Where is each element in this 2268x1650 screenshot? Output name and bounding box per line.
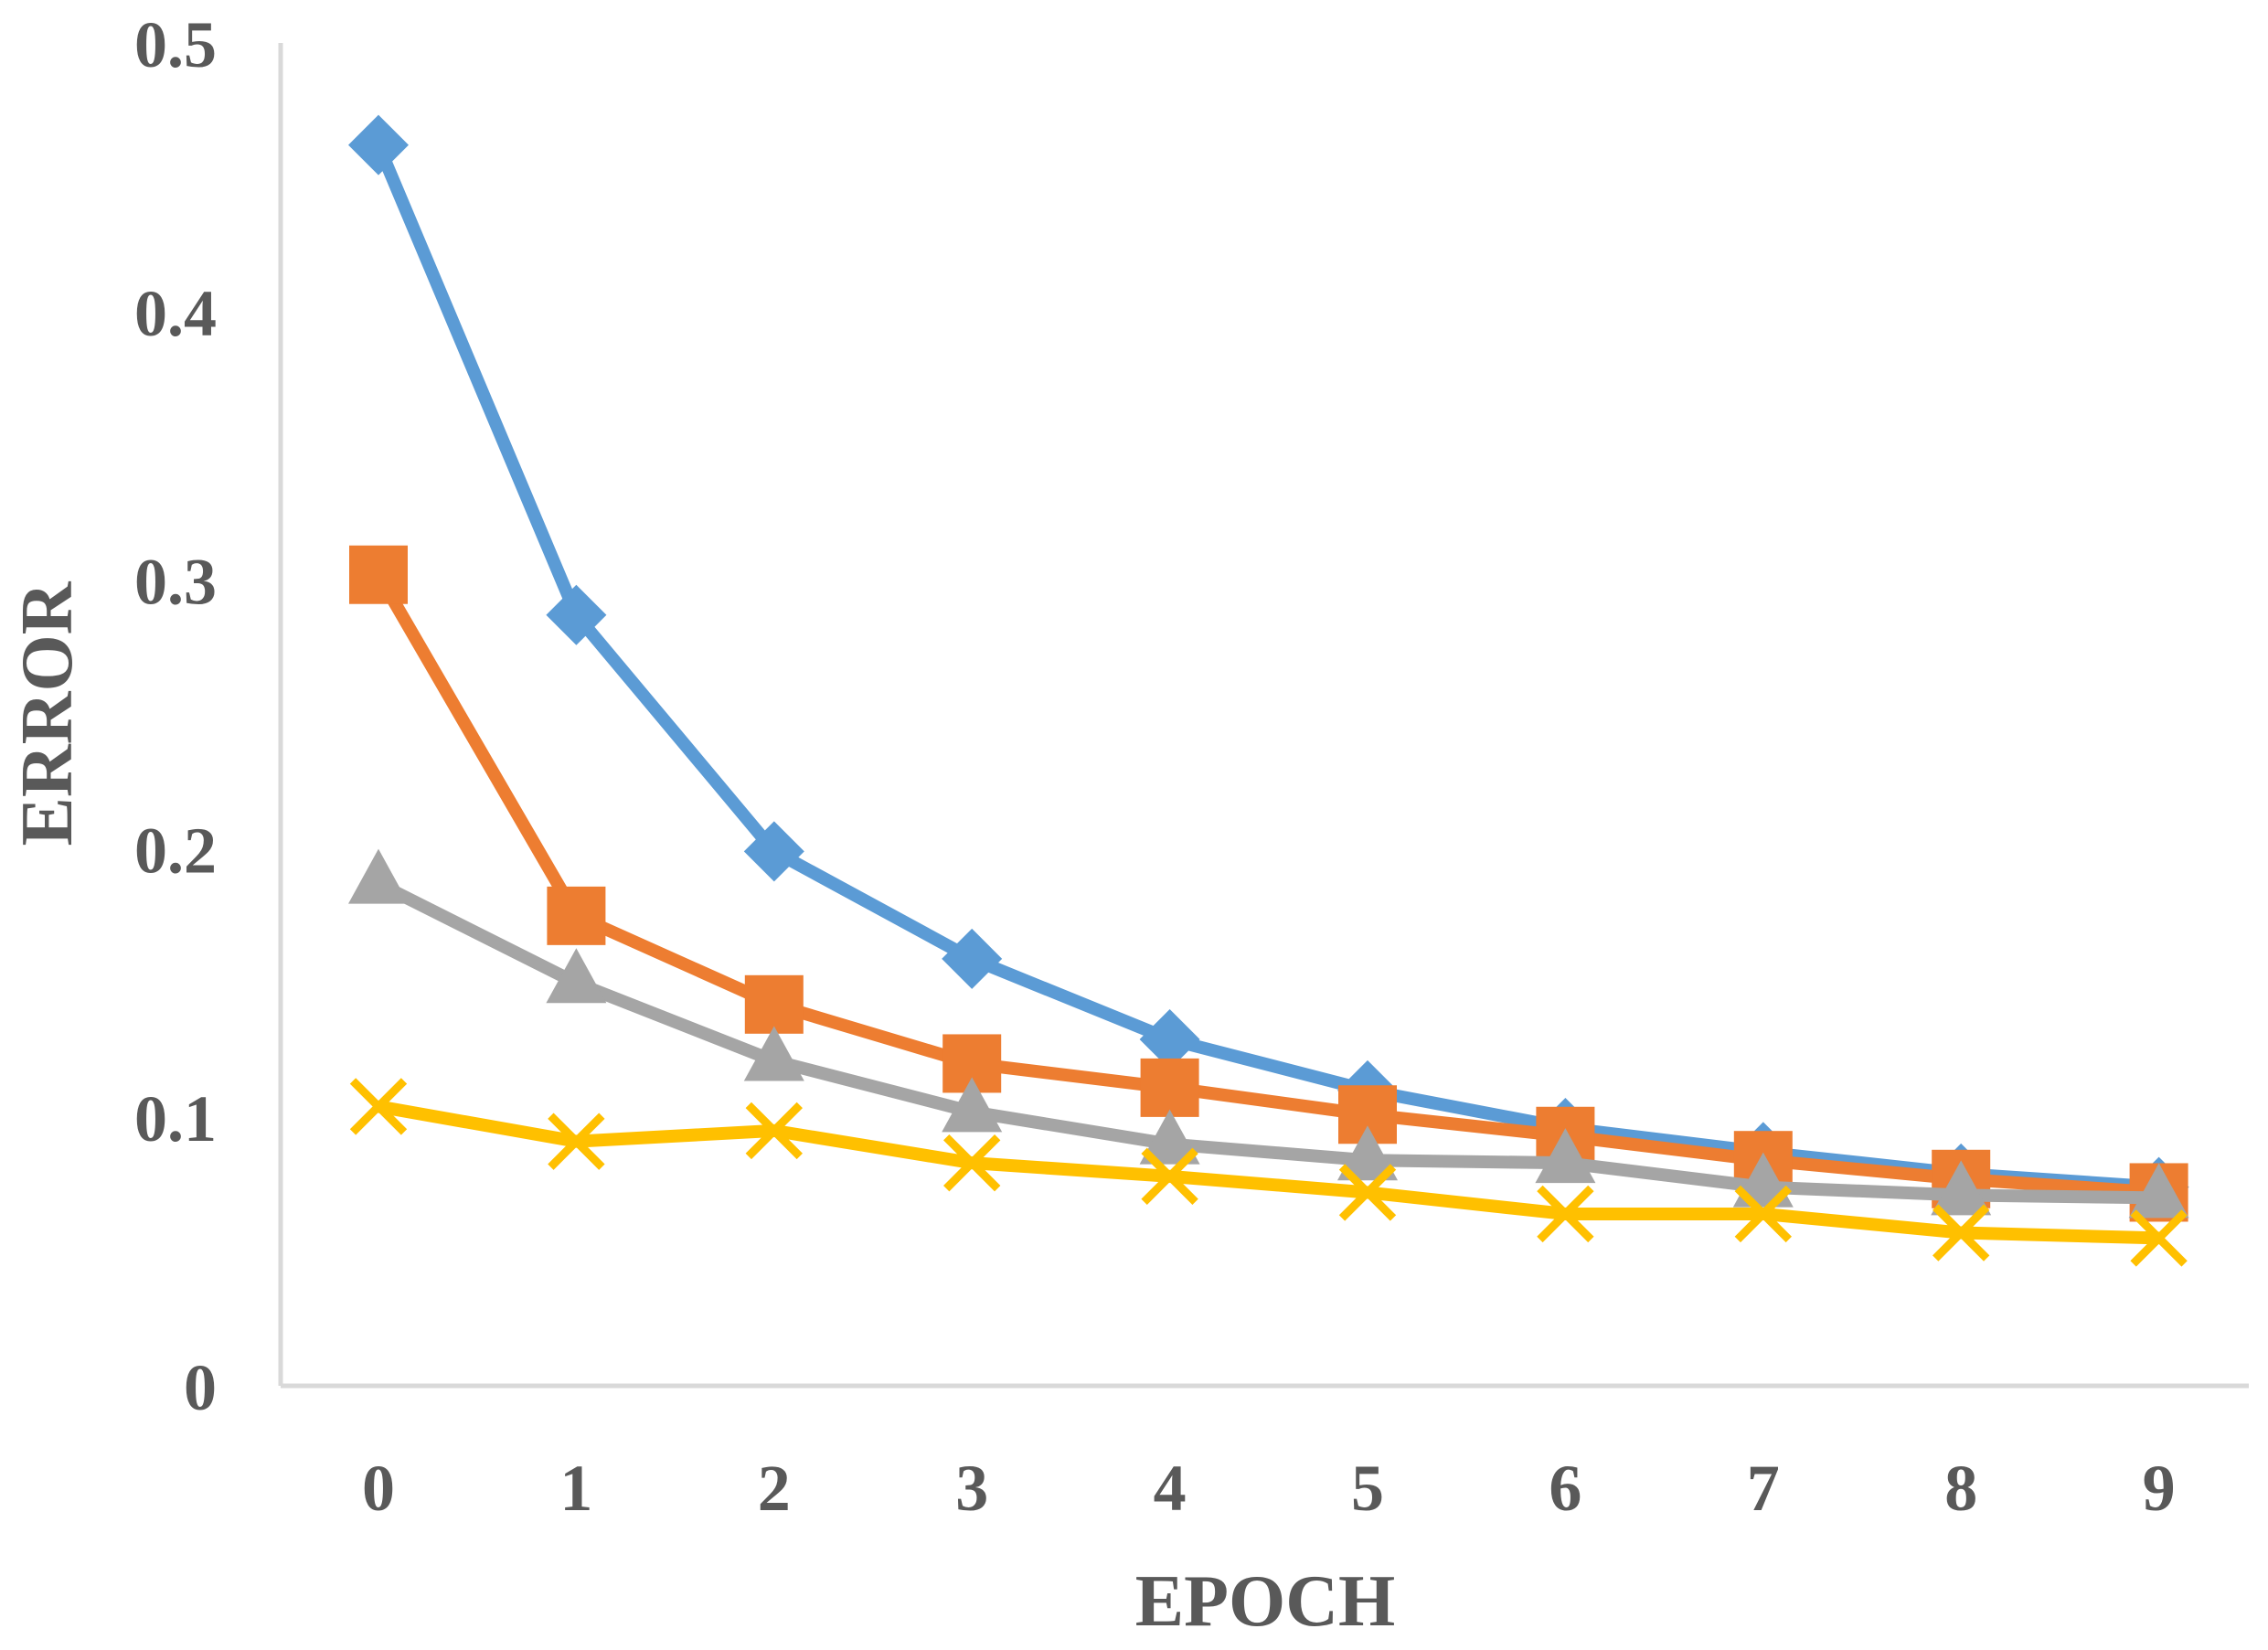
data-point-triangle [743,1026,804,1081]
x-tick-label: 3 [955,1452,988,1525]
labels: ERROR EPOCH [7,580,1395,1642]
data-point-x [943,1134,1001,1192]
data-point-square [1140,1058,1199,1117]
data-point-square [349,545,408,604]
x-tick-label: 6 [1549,1452,1581,1525]
data-point-triangle [1535,1128,1596,1184]
x-axis-label: EPOCH [1135,1561,1395,1642]
data-point-x [1734,1185,1792,1243]
data-point-square [744,974,804,1034]
data-point-x [1537,1185,1594,1243]
data-point-triangle [1931,1160,1992,1216]
data-point-triangle [348,848,409,904]
y-tick-label: 0 [184,1351,217,1424]
data-point-triangle [942,1077,1003,1133]
series-line [372,142,2160,1194]
series-layer [348,114,2189,1267]
x-tick-label: 0 [362,1452,395,1525]
series-x [349,1078,2188,1267]
series-line [375,878,2159,1205]
series-line [372,571,2160,1199]
x-tick-label: 1 [559,1452,592,1525]
data-point-diamond [348,114,409,176]
data-point-x [2130,1209,2188,1267]
y-axis-label: ERROR [7,580,88,846]
x-tick-label: 2 [758,1452,791,1525]
x-tick-label: 9 [2143,1452,2176,1525]
series-line [377,1100,2159,1245]
data-point-diamond [1139,1008,1200,1070]
data-point-square [547,886,606,945]
data-point-diamond [942,928,1003,989]
data-point-x [349,1078,408,1135]
data-point-triangle [1139,1109,1200,1165]
y-tick-label: 0.2 [134,814,217,887]
series-diamond [348,114,2189,1218]
series-square [349,545,2188,1222]
data-point-triangle [546,948,607,1004]
data-point-diamond [743,821,804,882]
data-point-x [1933,1204,1990,1261]
x-tick-label: 5 [1351,1452,1384,1525]
axes: 0 0.1 0.2 0.3 0.4 0.5 0 1 2 3 4 5 6 7 8 9 [134,8,2249,1525]
y-tick-label: 0.4 [134,277,217,350]
data-point-triangle [1337,1125,1398,1181]
x-tick-label: 4 [1154,1452,1187,1525]
y-tick-label: 0.1 [134,1082,217,1155]
data-point-triangle [2128,1163,2189,1219]
series-triangle [348,848,2189,1219]
y-tick-label: 0.3 [134,546,217,619]
x-tick-label: 8 [1944,1452,1977,1525]
data-point-x [1141,1147,1198,1206]
y-tick-label: 0.5 [134,8,217,81]
data-point-x [745,1102,803,1160]
data-point-x [548,1112,605,1170]
data-point-x [1338,1164,1397,1221]
x-tick-label: 7 [1747,1452,1780,1525]
data-point-diamond [546,584,607,645]
